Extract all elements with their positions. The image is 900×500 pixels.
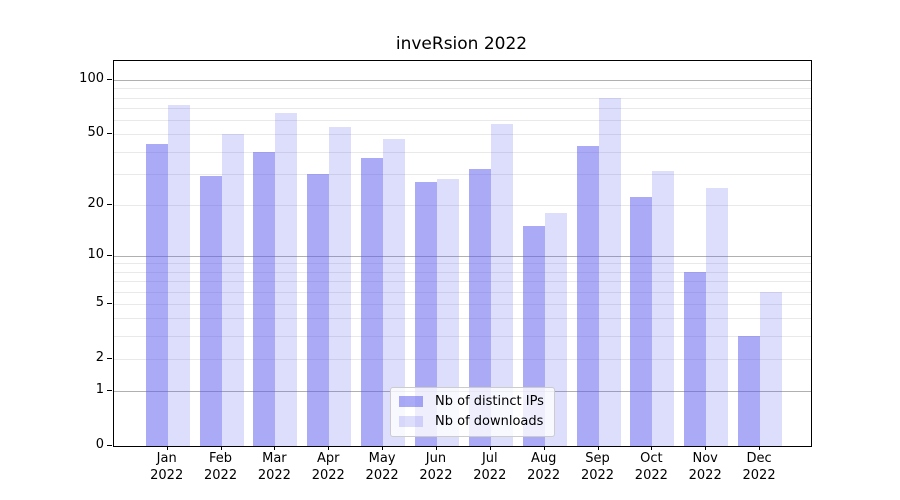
x-tick-label: Sep 2022 xyxy=(580,451,615,483)
bar-distinct-ips xyxy=(253,151,276,446)
x-tick-mark xyxy=(489,446,491,450)
bar-distinct-ips xyxy=(414,181,437,446)
bar-distinct-ips xyxy=(307,173,330,446)
y-tick-mark xyxy=(107,133,112,135)
y-tick-label: 5 xyxy=(95,294,104,310)
grid-line xyxy=(114,151,811,153)
y-tick-mark xyxy=(107,302,112,304)
grid-line xyxy=(114,303,811,305)
chart-title: inveRsion 2022 xyxy=(395,34,528,54)
grid-line xyxy=(114,291,811,293)
y-tick-mark xyxy=(107,254,112,256)
grid-line xyxy=(114,263,811,265)
bar-distinct-ips xyxy=(468,168,491,446)
legend: Nb of distinct IPs Nb of downloads xyxy=(390,387,555,437)
y-tick-mark xyxy=(107,445,112,446)
bar-distinct-ips xyxy=(630,197,653,446)
x-tick-mark xyxy=(651,446,653,450)
y-tick-label: 2 xyxy=(95,349,104,365)
legend-entry-distinct-ips: Nb of distinct IPs xyxy=(399,394,544,409)
bar-downloads xyxy=(167,104,190,446)
legend-swatch-distinct-ips xyxy=(399,396,423,407)
x-tick-label: Jul 2022 xyxy=(473,451,507,483)
y-tick-mark xyxy=(107,390,112,392)
x-tick-mark xyxy=(382,446,384,450)
bar-downloads xyxy=(760,291,783,446)
x-tick-label: May 2022 xyxy=(365,451,399,483)
x-tick-label: Nov 2022 xyxy=(688,451,722,483)
plot-area: Nb of distinct IPs Nb of downloads xyxy=(113,60,812,447)
bar-distinct-ips xyxy=(361,157,384,446)
bar-downloads xyxy=(706,187,729,446)
grid-line xyxy=(114,204,811,206)
bar-downloads xyxy=(329,126,352,446)
y-tick-label: 10 xyxy=(87,246,104,262)
y-tick-mark xyxy=(107,79,112,81)
y-tick-label: 50 xyxy=(87,125,104,141)
grid-line xyxy=(114,255,811,257)
x-tick-mark xyxy=(597,446,599,450)
grid-line xyxy=(114,97,811,99)
grid-line xyxy=(114,271,811,273)
x-tick-mark xyxy=(759,446,761,450)
bar-downloads xyxy=(598,97,621,446)
y-tick-mark xyxy=(107,357,112,359)
grid-line xyxy=(114,318,811,320)
x-tick-label: Apr 2022 xyxy=(311,451,345,483)
bar-downloads xyxy=(436,178,459,446)
legend-label-distinct-ips: Nb of distinct IPs xyxy=(435,394,544,409)
grid-line xyxy=(114,336,811,338)
bar-downloads xyxy=(275,112,298,446)
legend-entry-downloads: Nb of downloads xyxy=(399,414,544,429)
bar-downloads xyxy=(221,134,244,446)
bar-distinct-ips xyxy=(684,271,707,446)
y-tick-label: 0 xyxy=(95,437,104,452)
x-tick-mark xyxy=(220,446,222,450)
bar-distinct-ips xyxy=(199,176,222,446)
legend-label-downloads: Nb of downloads xyxy=(435,414,544,429)
bar-distinct-ips xyxy=(576,145,599,446)
bar-downloads xyxy=(490,124,513,446)
x-tick-label: Jun 2022 xyxy=(419,451,453,483)
y-tick-label: 20 xyxy=(87,195,104,211)
grid-line xyxy=(114,173,811,175)
x-tick-label: Dec 2022 xyxy=(742,451,776,483)
y-tick-label: 100 xyxy=(79,71,104,87)
x-tick-label: Oct 2022 xyxy=(634,451,668,483)
x-tick-mark xyxy=(435,446,437,450)
x-tick-mark xyxy=(328,446,330,450)
grid-line xyxy=(114,107,811,109)
x-tick-label: Jan 2022 xyxy=(150,451,184,483)
x-tick-mark xyxy=(166,446,168,450)
grid-line xyxy=(114,120,811,121)
grid-line xyxy=(114,134,811,136)
bar-distinct-ips xyxy=(145,144,168,446)
bar-distinct-ips xyxy=(738,336,761,446)
x-tick-label: Aug 2022 xyxy=(527,451,561,483)
x-tick-mark xyxy=(543,446,545,450)
grid-line xyxy=(114,281,811,283)
x-tick-label: Mar 2022 xyxy=(257,451,291,483)
x-tick-mark xyxy=(705,446,707,450)
x-tick-label: Feb 2022 xyxy=(204,451,238,483)
y-tick-label: 1 xyxy=(95,382,104,398)
bar-downloads xyxy=(652,171,675,446)
grid-line xyxy=(114,80,811,82)
grid-line xyxy=(114,358,811,360)
bar-downloads xyxy=(383,139,406,446)
x-tick-mark xyxy=(274,446,276,450)
legend-swatch-downloads xyxy=(399,416,423,427)
y-tick-mark xyxy=(107,203,112,205)
grid-line xyxy=(114,88,811,90)
